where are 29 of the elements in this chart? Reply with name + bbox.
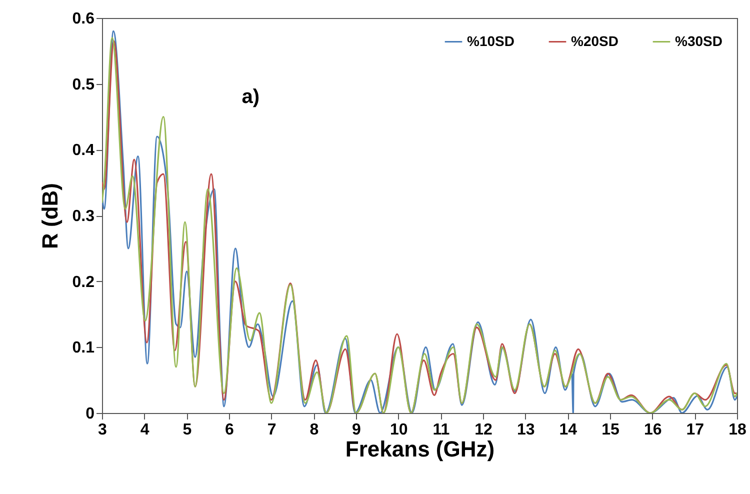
x-axis-title: Frekans (GHz) bbox=[345, 436, 495, 462]
x-tick-label: 6 bbox=[225, 422, 234, 438]
x-tick-label: 7 bbox=[267, 422, 276, 438]
x-tick-label: 9 bbox=[352, 422, 362, 438]
legend-label: %30SD bbox=[675, 32, 722, 49]
y-axis-title: R (dB) bbox=[37, 183, 62, 249]
x-tick-label: 15 bbox=[602, 422, 620, 438]
x-tick-label: 5 bbox=[182, 422, 192, 438]
x-tick-label: 3 bbox=[98, 422, 108, 438]
y-tick-label: 0 bbox=[86, 406, 95, 422]
y-tick-label: 0.5 bbox=[72, 76, 95, 94]
y-tick-label: 0.2 bbox=[72, 274, 95, 291]
x-tick-label: 17 bbox=[686, 422, 704, 438]
x-tick-label: 4 bbox=[140, 422, 150, 438]
x-tick-label: 14 bbox=[559, 422, 578, 438]
x-tick-label: 12 bbox=[474, 422, 492, 438]
x-tick-label: 10 bbox=[390, 422, 408, 438]
x-tick-label: 13 bbox=[516, 422, 535, 438]
legend-label: %20SD bbox=[571, 32, 618, 49]
x-tick-label: 8 bbox=[310, 422, 319, 438]
y-tick-label: 0.4 bbox=[72, 142, 95, 160]
annotation: a) bbox=[242, 86, 260, 108]
x-tick-label: 16 bbox=[644, 422, 662, 438]
x-tick-label: 18 bbox=[728, 422, 746, 438]
y-tick-label: 0.6 bbox=[72, 10, 95, 28]
x-tick-label: 11 bbox=[432, 422, 450, 438]
y-tick-label: 0.1 bbox=[72, 340, 95, 357]
y-tick-label: 0.3 bbox=[72, 208, 95, 225]
legend-label: %10SD bbox=[467, 32, 514, 49]
